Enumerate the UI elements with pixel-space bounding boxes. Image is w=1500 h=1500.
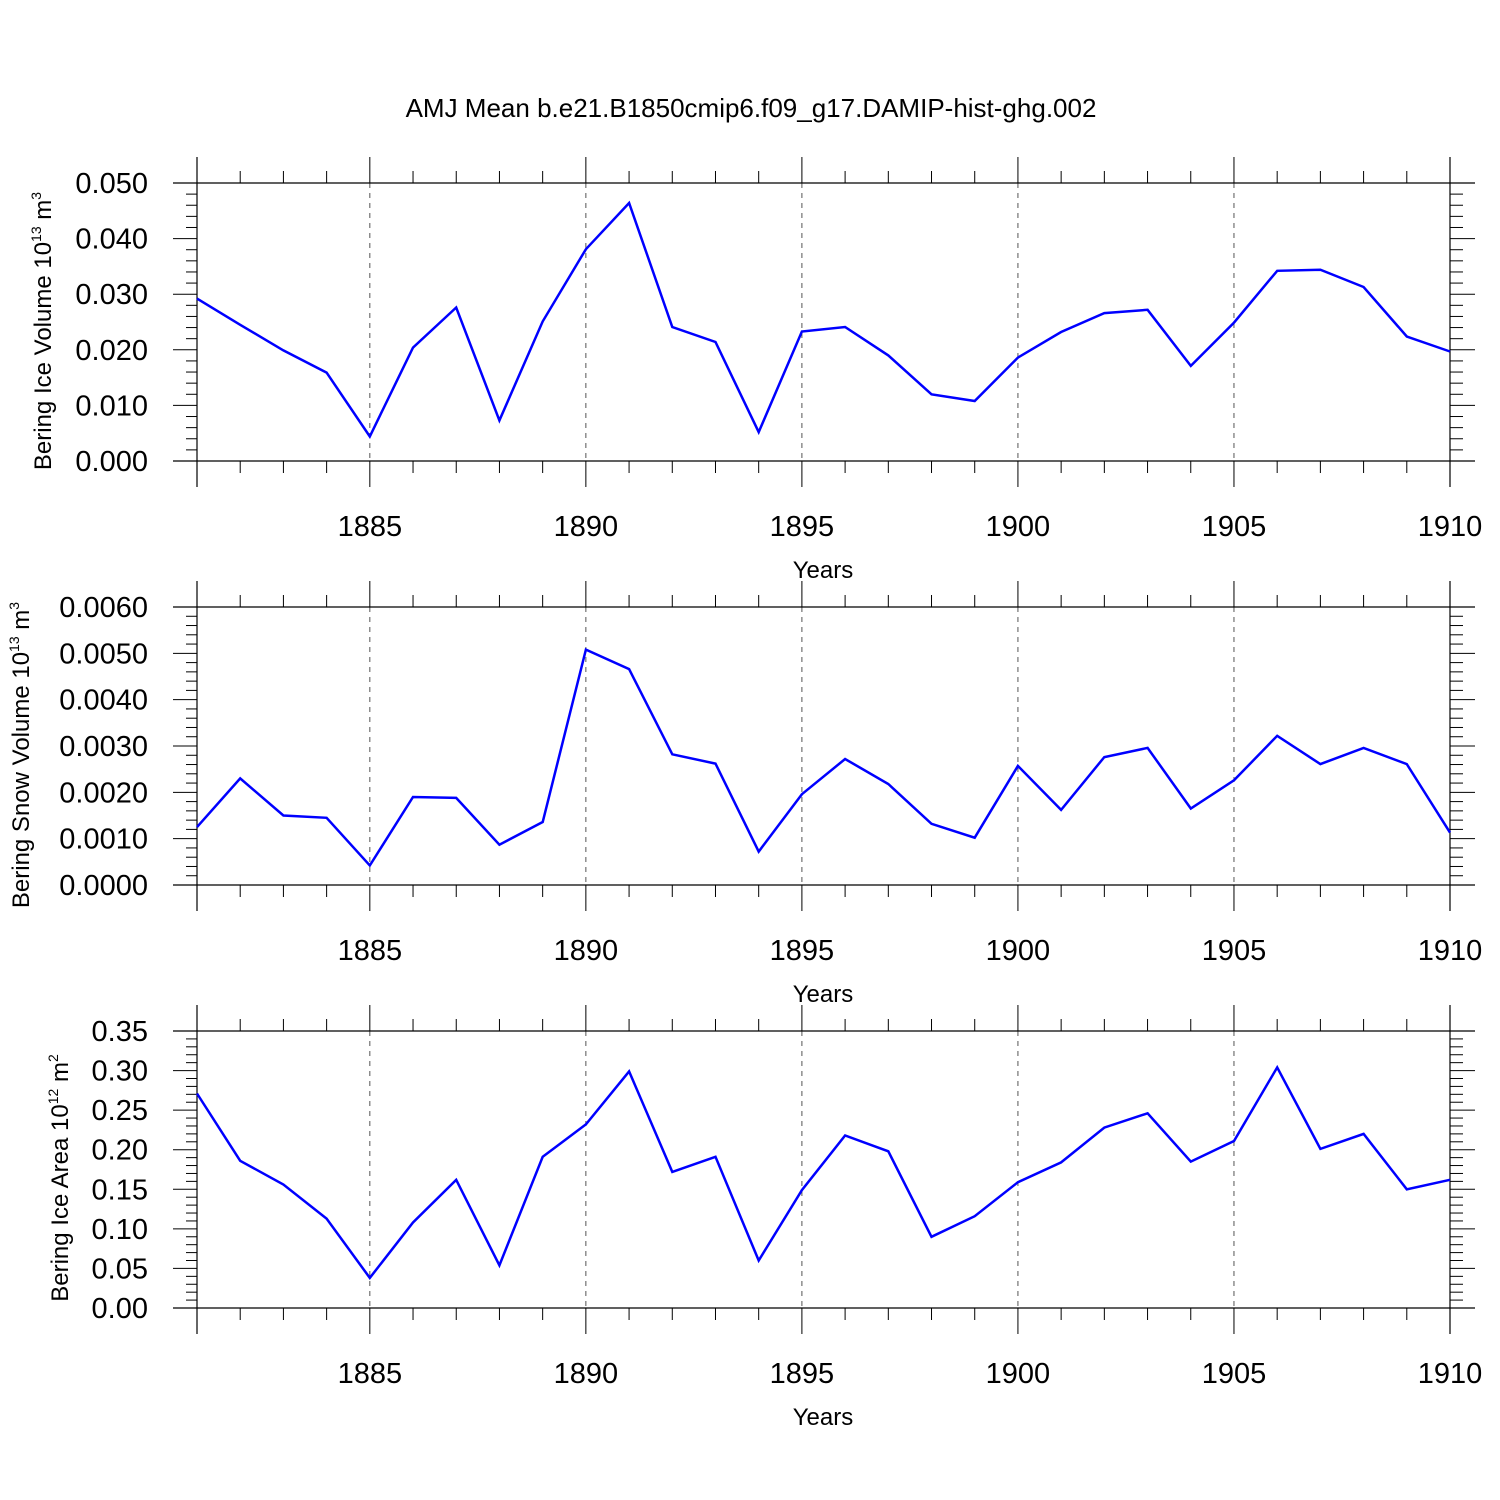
x-axis-title: Years: [793, 981, 854, 1008]
y-tick-label: 0.030: [75, 279, 148, 311]
y-tick-label: 0.25: [92, 1095, 148, 1127]
y-axis-title: Bering Snow Volume 1013 m3: [6, 602, 35, 908]
x-tick-label: 1905: [1202, 511, 1267, 543]
y-tick-label: 0.0020: [59, 777, 148, 809]
y-axis-title-superscript: 2: [45, 1054, 61, 1062]
x-tick-label: 1890: [554, 1358, 619, 1390]
x-tick-label: 1910: [1418, 1358, 1483, 1390]
y-tick-label: 0.000: [75, 446, 148, 478]
y-axis-title-superscript: 3: [6, 602, 22, 610]
y-tick-label: 0.0030: [59, 731, 148, 763]
y-tick-label: 0.10: [92, 1214, 148, 1246]
x-tick-label: 1895: [770, 511, 835, 543]
y-axis-title-text: m: [8, 610, 35, 637]
x-tick-label: 1890: [554, 935, 619, 967]
y-axis-title-superscript: 13: [28, 226, 44, 242]
x-tick-label: 1885: [338, 511, 403, 543]
y-tick-label: 0.35: [92, 1016, 148, 1048]
x-tick-label: 1890: [554, 511, 619, 543]
y-axis-title: Bering Ice Volume 1013 m3: [28, 192, 57, 470]
y-tick-label: 0.0060: [59, 592, 148, 624]
x-tick-label: 1885: [338, 1358, 403, 1390]
y-tick-label: 0.00: [92, 1293, 148, 1325]
y-axis-title-text: Bering Ice Volume 10: [30, 242, 57, 470]
y-axis-title: Bering Ice Area 1012 m2: [45, 1054, 74, 1302]
y-axis-title-superscript: 13: [6, 636, 22, 652]
y-tick-label: 0.20: [92, 1135, 148, 1167]
chart-panels: 0.000 0.010 0.020 0.030 0.040 0.050 1885 1890 18…: [6, 157, 1482, 1431]
y-axis-title-text: m: [47, 1062, 74, 1089]
y-tick-label: 0.0000: [59, 870, 148, 902]
chart-title: AMJ Mean b.e21.B1850cmip6.f09_g17.DAMIP-…: [406, 93, 1097, 123]
x-tick-label: 1895: [770, 1358, 835, 1390]
x-tick-label: 1910: [1418, 511, 1483, 543]
y-axis-title-text: Bering Ice Area 10: [47, 1104, 74, 1301]
y-tick-label: 0.15: [92, 1174, 148, 1206]
x-axis-title: Years: [793, 557, 854, 584]
y-tick-label: 0.010: [75, 390, 148, 422]
x-tick-label: 1905: [1202, 935, 1267, 967]
y-tick-label: 0.040: [75, 224, 148, 256]
x-tick-label: 1900: [986, 1358, 1051, 1390]
series-line: [196, 647, 1452, 868]
x-axis-title: Years: [793, 1404, 854, 1431]
y-tick-label: 0.0010: [59, 824, 148, 856]
x-tick-label: 1900: [986, 935, 1051, 967]
chart-panel-1: 0.000 0.010 0.020 0.030 0.040 0.050 1885 1890 18…: [28, 157, 1482, 584]
x-tick-label: 1885: [338, 935, 403, 967]
y-tick-label: 0.30: [92, 1056, 148, 1088]
y-tick-label: 0.020: [75, 335, 148, 367]
chart-panel-2: 0.0000 0.0010 0.0020 0.0030 0.0040 0.0050 0.00…: [6, 581, 1482, 1008]
y-axis-title-text: m: [30, 200, 57, 227]
series-line: [196, 200, 1451, 439]
y-tick-label: 0.0040: [59, 685, 148, 717]
y-axis-title-superscript: 12: [45, 1089, 61, 1105]
y-tick-label: 0.0050: [59, 638, 148, 670]
x-tick-label: 1900: [986, 511, 1051, 543]
y-tick-label: 0.050: [75, 168, 148, 200]
x-tick-label: 1895: [770, 935, 835, 967]
chart-panel-3: 0.00 0.05 0.10 0.15 0.20 0.25 0.30 0.35 1885 1890…: [45, 1005, 1482, 1431]
y-axis-title-superscript: 3: [28, 192, 44, 200]
y-axis-title-text: Bering Snow Volume 10: [8, 652, 35, 908]
x-tick-label: 1905: [1202, 1358, 1267, 1390]
series-line: [195, 1064, 1451, 1280]
x-tick-label: 1910: [1418, 935, 1483, 967]
y-tick-label: 0.05: [92, 1253, 148, 1285]
